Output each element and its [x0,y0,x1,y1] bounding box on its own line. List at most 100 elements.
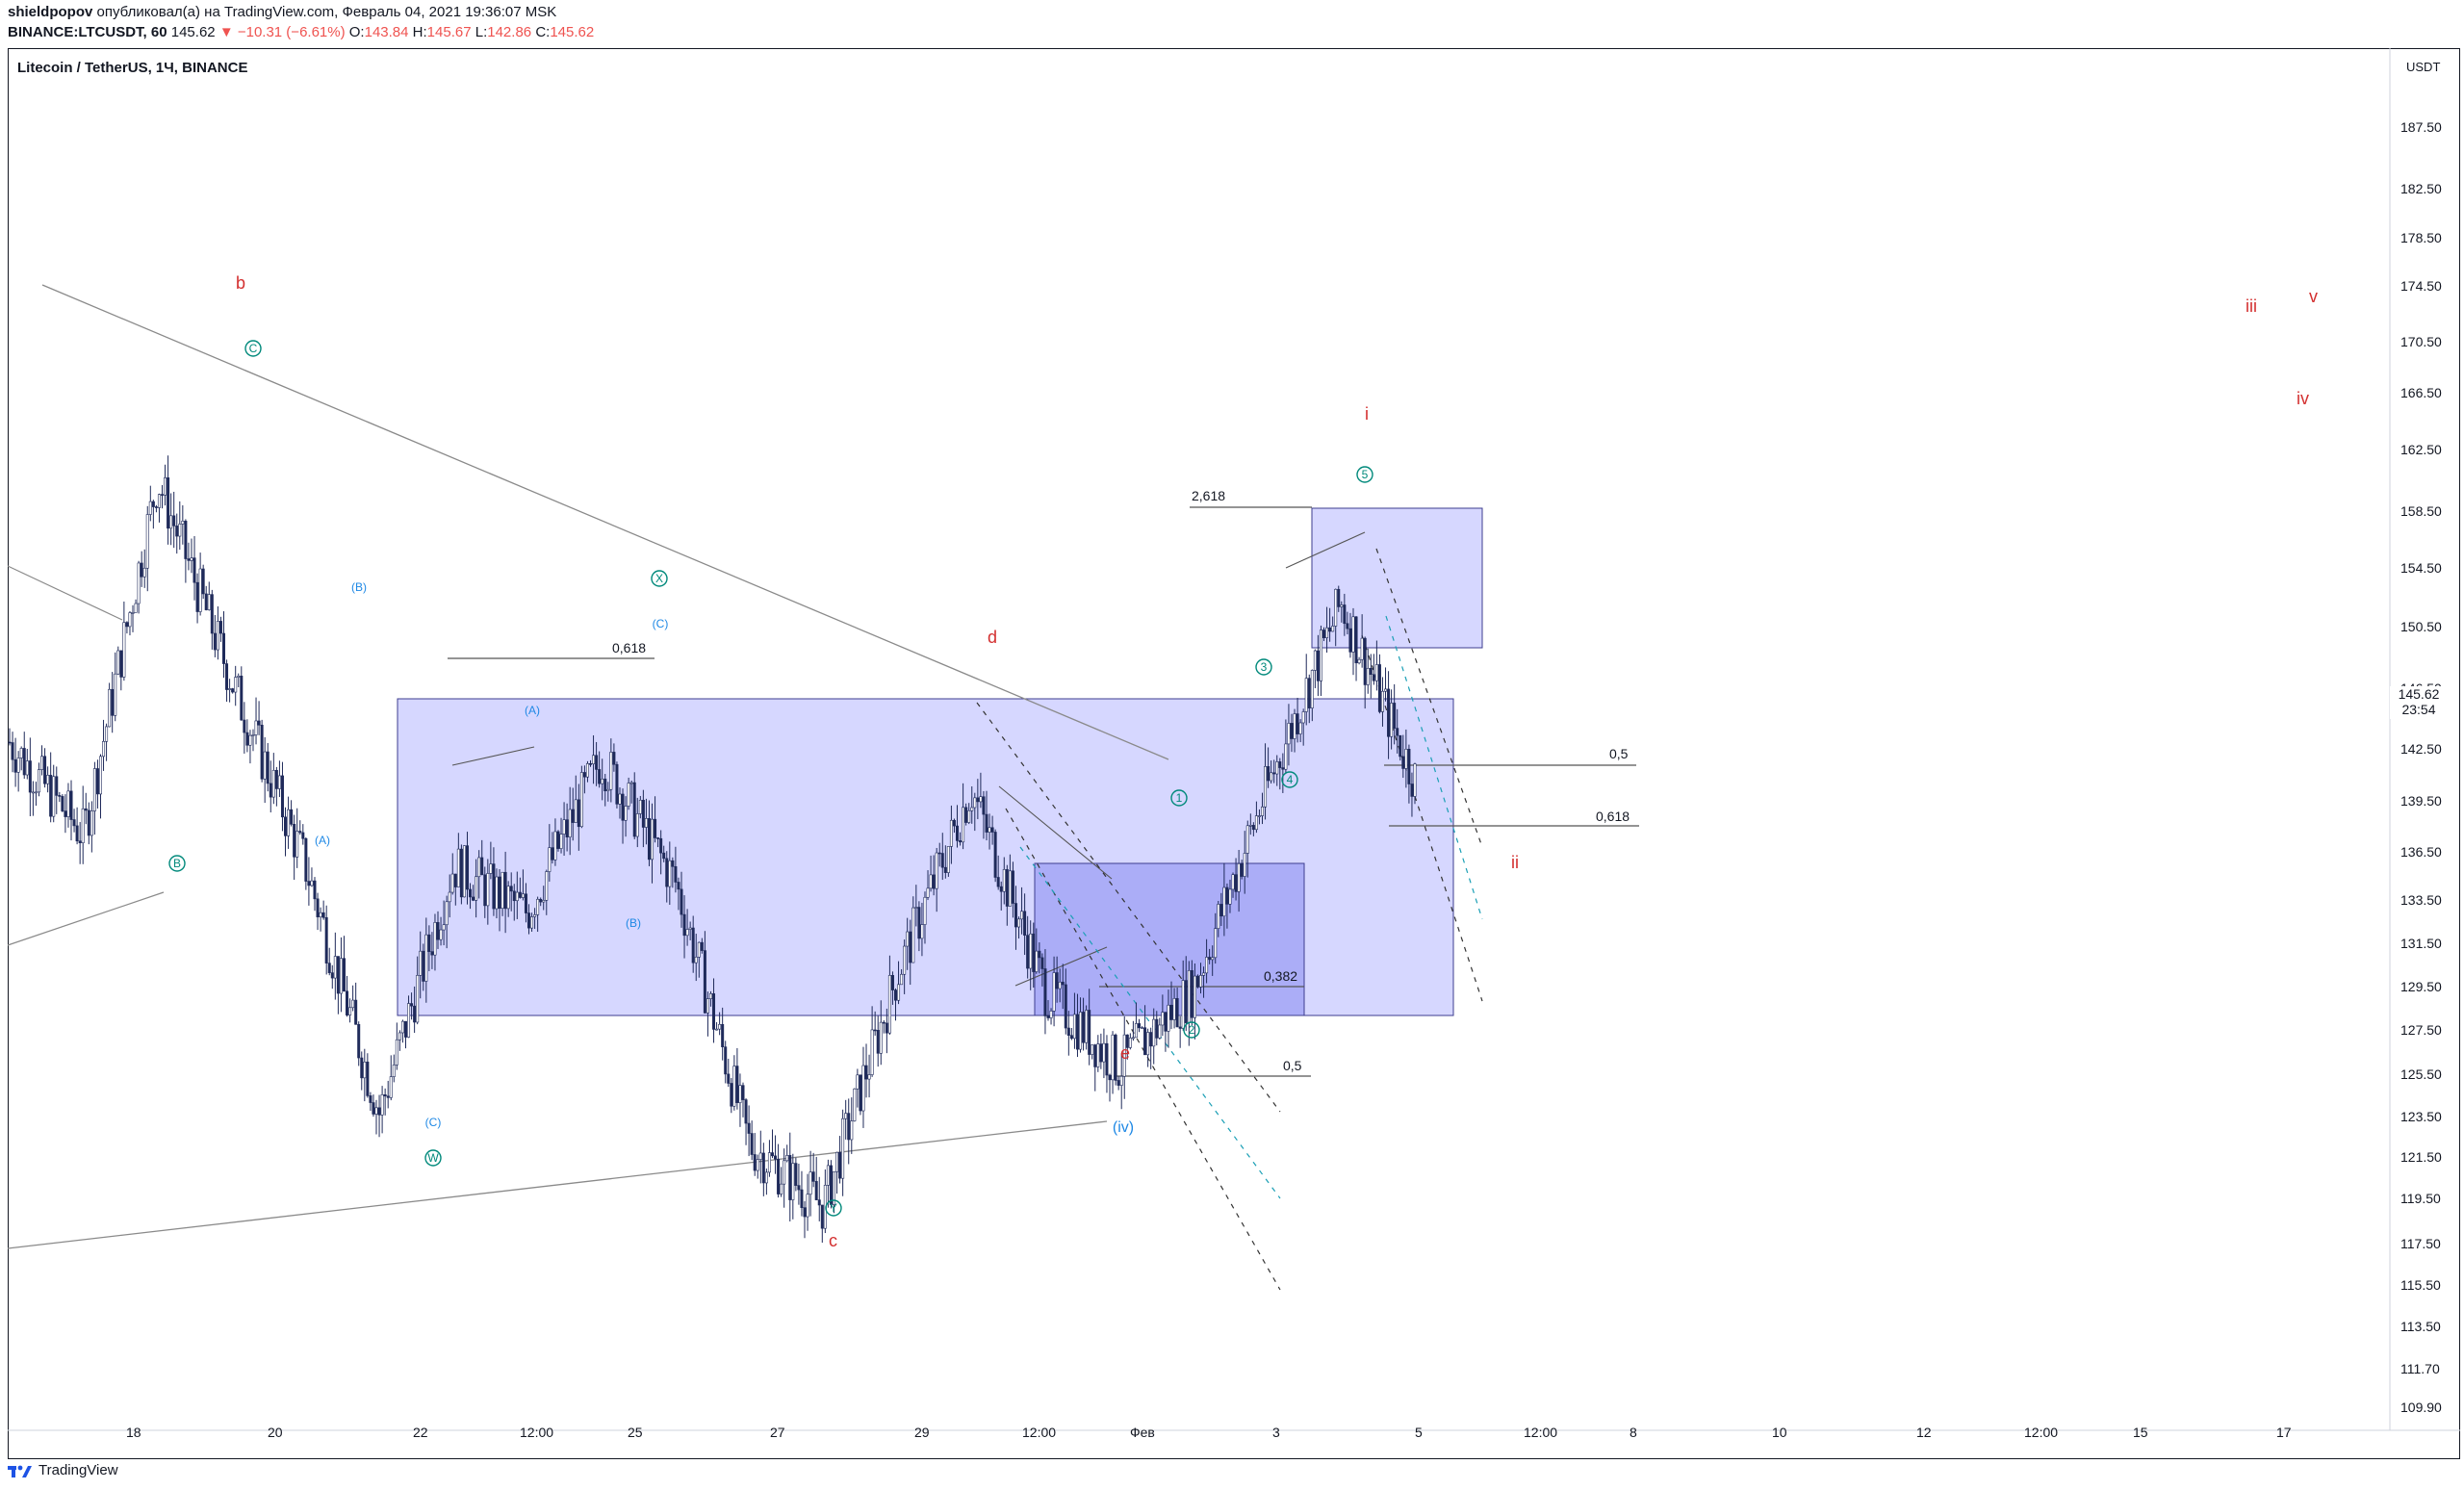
channel-dash-1[interactable] [976,702,1281,1113]
range-box-small[interactable] [1034,862,1305,1016]
price-tick: 182.50 [2400,181,2442,196]
candle-body [207,594,211,610]
candle-body [565,819,569,837]
candle-body [624,806,628,821]
candle-body [1334,588,1338,627]
candle-body [703,950,706,1014]
candle-body [1301,711,1305,724]
candle-body [644,818,648,828]
time-tick: 12 [1916,1425,1932,1440]
candle-body [1307,678,1311,708]
candle-body [456,848,460,887]
wave-label-e: e [1120,1043,1130,1063]
candle-body [1202,972,1206,976]
high-label: H: [412,24,427,40]
channel-dash-teal-1[interactable] [1019,846,1281,1199]
candle-body [982,796,986,815]
candle-body [1205,957,1209,974]
candle-body [1328,627,1332,632]
candle-body [1313,650,1317,671]
candle-body [1091,1044,1094,1055]
candle-body [450,873,454,893]
candle-body [1310,670,1314,708]
candle-body [668,860,672,887]
candle-body [651,818,654,861]
candle-body [167,477,170,529]
wave-circle-W [424,1149,442,1167]
price-axis-currency: USDT [2406,60,2441,74]
channel-dash-2[interactable] [1005,808,1281,1291]
candle-body [758,1152,762,1160]
current-price-badge: 145.62 23:54 [2390,686,2448,719]
candle-body [579,772,583,828]
candle-body [1264,766,1268,808]
candle-body [119,650,123,678]
candle-body [985,813,988,833]
candle-body [462,845,466,898]
candle-body [1029,933,1033,969]
candle-body [148,501,152,515]
candle-body [829,1165,833,1205]
chart-frame[interactable] [8,48,2460,1459]
candle-body [747,1122,751,1134]
candle-body [1243,853,1246,877]
candle-body [1360,637,1364,660]
candle-body [321,912,325,918]
candle-body [1017,918,1021,928]
candle-body [797,1185,801,1191]
price-tick: 111.70 [2400,1361,2440,1376]
candle-body [245,732,249,746]
candle-body [1261,806,1265,816]
left-short-trendline-lower[interactable] [7,891,165,946]
wave-circle-label-1: 1 [1176,791,1183,805]
upper-trendline[interactable] [41,284,1169,760]
candle-body [1278,761,1282,768]
candle-body [69,790,73,820]
candle-body [1038,950,1041,959]
candle-body [1340,604,1344,607]
candle-body [1172,998,1176,1020]
candle-body [826,1165,830,1186]
candle-body [1088,1010,1091,1055]
candle-body [301,832,305,839]
candle-body [228,688,232,690]
candle-body [1035,950,1039,972]
candle-body [274,769,278,789]
low-value: 142.86 [487,24,532,40]
candle-body [178,524,182,537]
candlestick-series[interactable] [8,455,1417,1244]
candle-body [914,907,918,909]
lower-trendline[interactable] [7,1120,1108,1249]
candle-body [688,927,692,930]
channel-dash-teal-2[interactable] [1385,615,1483,920]
candle-body [1195,975,1199,988]
candle-body [1231,874,1235,890]
candle-body [1169,1004,1173,1020]
candle-body [870,1029,874,1075]
range-box-large[interactable] [397,698,1454,1016]
candle-body [55,776,59,796]
candle-body [392,1065,396,1077]
price-tick: 174.50 [2400,278,2442,294]
candle-body [993,832,997,878]
candle-body [859,1074,862,1112]
tradingview-brand: TradingView [38,1461,118,1478]
left-short-trendline-upper[interactable] [7,565,123,621]
candle-body [612,752,616,765]
time-tick: 12:00 [2024,1425,2059,1440]
candle-body [407,1003,411,1038]
candle-body [1304,678,1308,712]
range-box-top[interactable] [1311,507,1483,649]
wedge-line-1[interactable] [451,746,535,766]
time-tick: 15 [2133,1425,2148,1440]
author-name[interactable]: shieldpopov [8,4,93,20]
candle-body [838,1151,842,1179]
tradingview-logo[interactable]: TradingView [8,1459,118,1480]
wedge-line-4[interactable] [1285,531,1366,569]
candle-body [430,951,434,956]
time-tick: 8 [1630,1425,1637,1440]
price-tick: 121.50 [2400,1149,2442,1165]
candle-body [257,720,261,726]
wedge-line-2[interactable] [998,785,1113,880]
